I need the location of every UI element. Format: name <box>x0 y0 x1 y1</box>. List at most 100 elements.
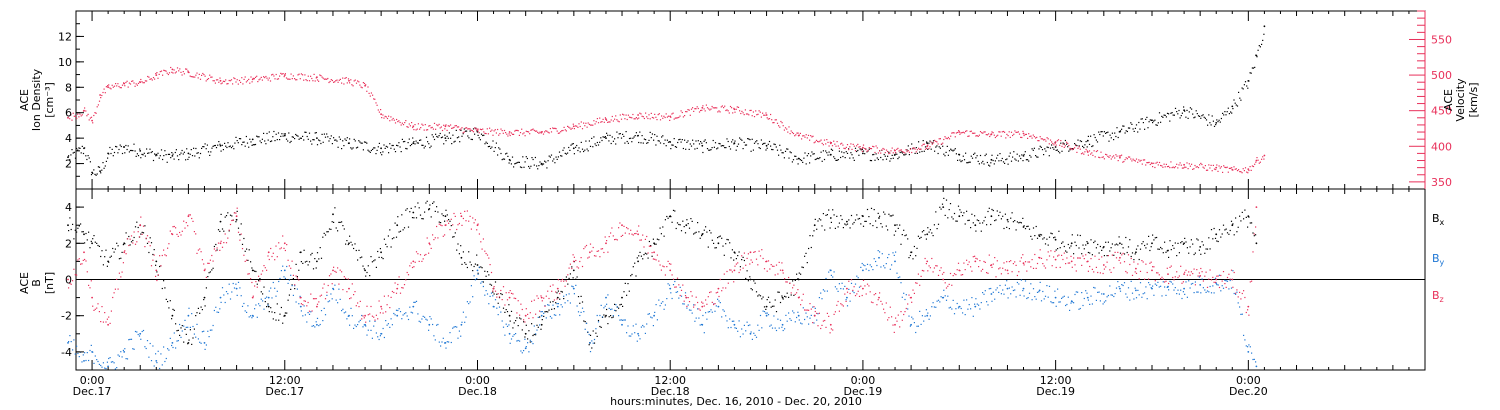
velocity-point <box>759 111 761 113</box>
bx-point <box>292 278 294 280</box>
bz-point <box>266 269 268 271</box>
bz-point <box>565 280 567 282</box>
ion-density-point <box>101 169 103 171</box>
ion-density-point <box>393 148 395 150</box>
bx-point <box>548 309 550 311</box>
ion-density-point <box>266 132 268 135</box>
velocity-point <box>940 143 943 145</box>
bx-point <box>456 249 458 251</box>
by-point <box>1008 287 1010 289</box>
ion-density-point <box>1066 143 1068 145</box>
bx-point <box>927 227 929 229</box>
velocity-point <box>556 130 558 132</box>
velocity-point <box>347 78 350 80</box>
ion-density-point <box>180 152 182 154</box>
velocity-point <box>1056 140 1058 142</box>
ion-density-point <box>1166 112 1169 114</box>
by-point <box>825 277 827 280</box>
by-point <box>933 306 935 308</box>
by-data-point <box>1070 300 1073 303</box>
velocity-point <box>994 136 996 139</box>
bx-point <box>80 223 82 225</box>
bx-point <box>1142 241 1144 243</box>
bx-point <box>506 311 509 313</box>
velocity-point <box>1263 158 1265 160</box>
bx-point <box>840 215 842 217</box>
bx-point <box>699 237 701 239</box>
by-point <box>1057 288 1059 290</box>
by-point <box>283 276 285 278</box>
ion-density-point <box>159 155 161 157</box>
by-point <box>90 344 92 346</box>
by-point <box>869 264 871 266</box>
velocity-point <box>712 107 714 109</box>
velocity-point <box>849 146 851 148</box>
velocity-data-point <box>1151 162 1153 165</box>
bz-point <box>187 225 189 227</box>
ion-density-point <box>1094 136 1096 139</box>
bz-point <box>1177 276 1179 279</box>
ion-density-point <box>783 157 785 159</box>
bz-point <box>864 285 866 287</box>
ion-density-point <box>331 143 333 145</box>
bx-point <box>286 312 288 314</box>
bz-point <box>101 306 103 308</box>
by-point <box>1198 276 1200 278</box>
velocity-point <box>150 78 152 80</box>
ion-density-point <box>726 138 728 140</box>
ion-density-point <box>1145 118 1147 120</box>
ion-density-point <box>519 166 522 168</box>
velocity-point <box>787 131 789 133</box>
bx-point <box>1048 236 1051 238</box>
bz-point <box>1115 257 1118 259</box>
ion-density-point <box>905 153 907 155</box>
velocity-point <box>378 111 380 113</box>
ion-density-point <box>922 140 924 142</box>
by-point <box>1178 293 1180 295</box>
bx-point <box>1010 217 1012 219</box>
ion-density-point <box>241 144 243 146</box>
by-point <box>569 302 571 304</box>
by-point <box>635 323 637 325</box>
velocity-point <box>448 125 450 127</box>
velocity-point <box>624 118 626 120</box>
ion-density-point <box>230 147 233 149</box>
velocity-point <box>1088 150 1091 152</box>
bx-point <box>623 291 625 293</box>
ion-density-point <box>204 143 206 145</box>
velocity-point <box>1186 162 1188 164</box>
bz-point <box>504 304 506 306</box>
bz-point <box>252 295 254 297</box>
bx-point <box>108 261 110 263</box>
by-point <box>496 307 498 309</box>
bz-point <box>1237 296 1239 298</box>
ion-density-point <box>144 155 146 157</box>
ion-density-point <box>831 149 834 151</box>
velocity-point <box>560 131 562 133</box>
bz-point <box>1235 292 1237 294</box>
ion-density-point <box>961 160 963 162</box>
bx-point <box>81 231 83 233</box>
bz-point <box>221 246 224 248</box>
velocity-point <box>151 79 153 81</box>
by-point <box>361 314 363 317</box>
by-point <box>1106 296 1108 298</box>
by-point <box>449 332 451 334</box>
by-point <box>651 317 653 319</box>
bz-point <box>907 303 909 305</box>
bx-point <box>441 213 443 215</box>
velocity-point <box>414 124 416 126</box>
ion-density-point <box>1102 135 1104 137</box>
velocity-data-point <box>829 142 832 145</box>
bx-point <box>873 209 875 211</box>
ion-density-point <box>480 133 483 135</box>
ion-density-point <box>1079 140 1081 142</box>
ion-density-point <box>862 150 865 152</box>
ion-density-point <box>221 144 223 146</box>
bz-point <box>995 276 997 278</box>
by-point <box>405 312 407 314</box>
ion-density-point <box>1043 154 1045 156</box>
by-point <box>254 308 256 310</box>
bx-point <box>998 214 1000 217</box>
by-point <box>450 341 452 344</box>
